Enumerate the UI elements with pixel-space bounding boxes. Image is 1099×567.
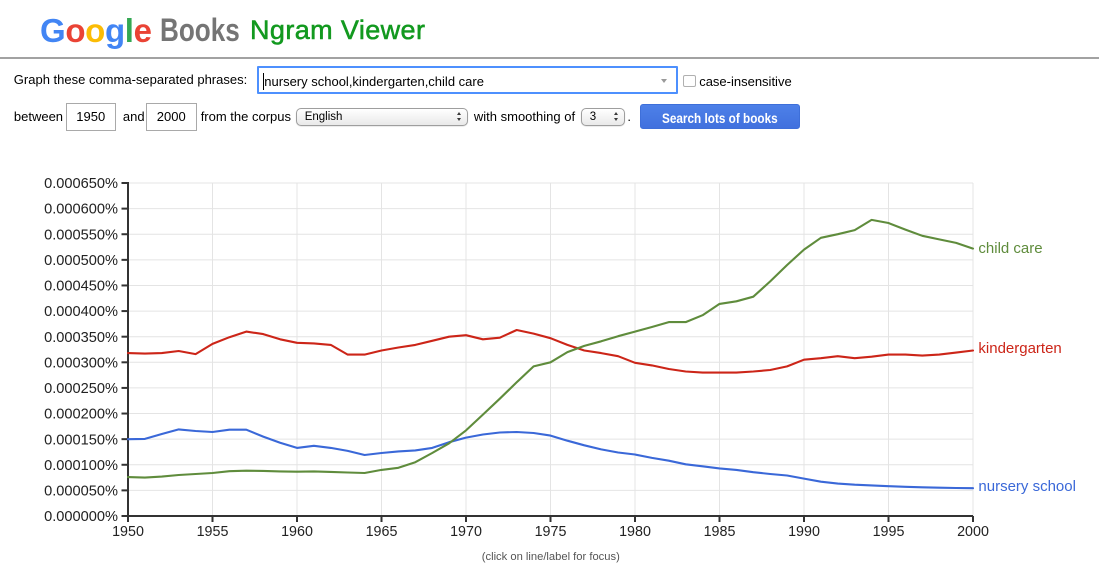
svg-text:1970: 1970 (450, 524, 482, 540)
svg-text:nursery school: nursery school (978, 478, 1076, 495)
svg-text:0.000200%: 0.000200% (44, 407, 118, 423)
svg-text:0.000650%: 0.000650% (44, 176, 118, 192)
svg-text:1975: 1975 (535, 524, 567, 540)
svg-text:1950: 1950 (112, 524, 144, 540)
svg-text:1995: 1995 (873, 524, 905, 540)
svg-text:0.000500%: 0.000500% (44, 253, 118, 269)
svg-text:0.000600%: 0.000600% (44, 202, 118, 218)
svg-text:0.000150%: 0.000150% (44, 432, 118, 448)
svg-text:0.000300%: 0.000300% (44, 355, 118, 371)
svg-text:1955: 1955 (197, 524, 229, 540)
svg-text:0.000350%: 0.000350% (44, 330, 118, 346)
svg-text:child care: child care (978, 240, 1042, 257)
svg-text:2000: 2000 (957, 524, 989, 540)
svg-text:1990: 1990 (788, 524, 820, 540)
svg-text:1985: 1985 (704, 524, 736, 540)
svg-text:1965: 1965 (366, 524, 398, 540)
svg-text:0.000050%: 0.000050% (44, 483, 118, 499)
svg-text:kindergarten: kindergarten (978, 340, 1061, 357)
svg-text:1980: 1980 (619, 524, 651, 540)
svg-text:0.000250%: 0.000250% (44, 381, 118, 397)
svg-text:0.000450%: 0.000450% (44, 279, 118, 295)
svg-text:0.000550%: 0.000550% (44, 227, 118, 243)
svg-text:0.000000%: 0.000000% (44, 509, 118, 525)
svg-text:0.000100%: 0.000100% (44, 458, 118, 474)
svg-text:0.000400%: 0.000400% (44, 304, 118, 320)
svg-text:1960: 1960 (281, 524, 313, 540)
